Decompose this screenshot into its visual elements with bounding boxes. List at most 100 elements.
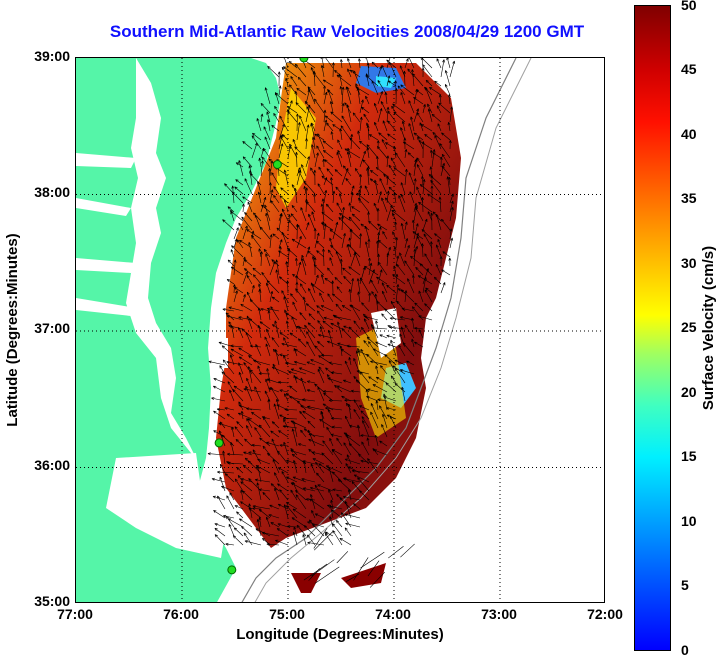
- velocity-arrow: [233, 385, 244, 393]
- velocity-arrow: [262, 531, 280, 537]
- velocity-arrow: [286, 459, 298, 465]
- velocity-arrow: [256, 482, 262, 501]
- velocity-arrow: [393, 246, 397, 258]
- velocity-arrow: [290, 76, 298, 87]
- velocity-arrow: [303, 180, 316, 195]
- velocity-arrow: [318, 463, 334, 474]
- velocity-arrow: [362, 420, 370, 438]
- velocity-arrow: [229, 210, 244, 222]
- velocity-arrow: [251, 234, 262, 249]
- velocity-arrow: [386, 246, 391, 258]
- velocity-arrow: [327, 377, 343, 384]
- velocity-arrow: [415, 206, 424, 222]
- map-plot-area[interactable]: [75, 57, 605, 603]
- velocity-arrow: [416, 186, 424, 204]
- velocity-arrow: [292, 531, 298, 546]
- velocity-arrow: [300, 377, 307, 393]
- velocity-arrow: [400, 92, 406, 105]
- velocity-arrow: [365, 75, 379, 87]
- velocity-arrow: [213, 410, 226, 420]
- velocity-arrow: [305, 303, 316, 312]
- velocity-arrow: [269, 504, 280, 510]
- velocity-arrow: [329, 257, 334, 267]
- velocity-arrow: [269, 189, 274, 204]
- velocity-arrow: [389, 415, 397, 429]
- velocity-arrow: [345, 86, 352, 105]
- velocity-arrow: [336, 437, 343, 447]
- velocity-arrow: [350, 278, 355, 294]
- velocity-arrow: [330, 244, 343, 258]
- velocity-arrow: [340, 348, 352, 357]
- velocity-arrow: [305, 222, 310, 231]
- velocity-arrow: [353, 375, 361, 384]
- velocity-arrow: [295, 113, 299, 132]
- velocity-arrow: [444, 70, 451, 87]
- velocity-arrow: [416, 235, 424, 249]
- velocity-arrow: [307, 405, 325, 411]
- colorbar-tick: 35: [681, 190, 697, 206]
- velocity-arrow: [416, 164, 424, 177]
- velocity-arrow: [281, 471, 289, 483]
- velocity-arrow: [368, 134, 379, 141]
- velocity-arrow: [264, 87, 271, 105]
- velocity-arrow: [311, 451, 325, 456]
- velocity-arrow: [262, 148, 271, 159]
- velocity-arrow: [283, 504, 289, 519]
- velocity-arrow: [364, 185, 370, 195]
- velocity-arrow: [441, 153, 451, 168]
- velocity-arrow: [321, 211, 334, 222]
- velocity-arrow: [309, 486, 325, 492]
- velocity-arrow: [430, 212, 434, 231]
- velocity-arrow: [281, 231, 289, 249]
- velocity-arrow: [251, 142, 258, 159]
- velocity-arrow: [281, 208, 289, 222]
- velocity-arrow: [313, 169, 317, 186]
- velocity-arrow: [289, 332, 298, 339]
- velocity-arrow: [211, 477, 226, 483]
- velocity-arrow: [381, 313, 388, 321]
- velocity-arrow: [356, 424, 361, 438]
- velocity-arrow: [274, 92, 289, 105]
- velocity-arrow: [434, 135, 442, 150]
- velocity-arrow: [296, 261, 302, 276]
- y-tick: 36:00: [34, 457, 70, 473]
- velocity-arrow: [388, 546, 404, 559]
- velocity-arrow: [351, 206, 361, 213]
- velocity-arrow: [234, 426, 244, 438]
- velocity-arrow: [285, 312, 298, 321]
- velocity-arrow: [278, 143, 284, 159]
- velocity-arrow: [344, 398, 361, 402]
- velocity-arrow: [214, 523, 226, 528]
- velocity-arrow: [366, 167, 370, 186]
- velocity-arrow: [252, 267, 262, 276]
- velocity-arrow: [335, 520, 343, 528]
- velocity-arrow: [330, 433, 343, 438]
- velocity-arrow: [294, 90, 298, 105]
- velocity-arrow: [225, 542, 235, 546]
- velocity-arrow: [361, 326, 370, 339]
- velocity-arrow: [329, 101, 334, 114]
- velocity-arrow: [213, 385, 226, 393]
- velocity-arrow: [346, 344, 361, 348]
- velocity-arrow: [224, 473, 235, 483]
- velocity-arrow: [436, 105, 442, 114]
- velocity-arrow: [321, 452, 334, 465]
- velocity-arrow: [281, 290, 289, 303]
- velocity-arrow: [334, 169, 343, 177]
- velocity-arrow: [289, 143, 298, 159]
- velocity-arrow: [322, 248, 325, 267]
- velocity-arrow: [440, 218, 451, 231]
- velocity-arrow: [393, 192, 397, 204]
- velocity-arrow: [353, 503, 361, 510]
- velocity-arrow: [310, 123, 316, 141]
- velocity-arrow: [222, 308, 235, 312]
- velocity-arrow: [328, 489, 334, 501]
- velocity-arrow: [357, 58, 361, 69]
- velocity-arrow: [304, 324, 316, 339]
- velocity-arrow: [341, 215, 345, 231]
- velocity-arrow: [283, 199, 289, 213]
- velocity-arrow: [418, 329, 424, 339]
- velocity-arrow: [225, 516, 235, 528]
- velocity-arrow: [392, 231, 397, 240]
- velocity-arrow: [371, 324, 379, 339]
